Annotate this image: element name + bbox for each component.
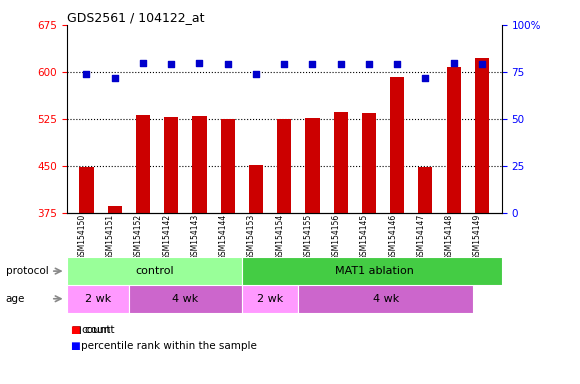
Bar [164, 117, 178, 384]
Bar [475, 58, 489, 384]
Point [421, 74, 430, 81]
Text: GSM154145: GSM154145 [360, 214, 369, 260]
Bar [306, 118, 320, 384]
Bar [220, 119, 235, 384]
Text: age: age [6, 294, 25, 304]
Text: GSM154155: GSM154155 [303, 214, 313, 260]
Text: 4 wk: 4 wk [373, 294, 399, 304]
Point [195, 60, 204, 66]
Text: GSM154156: GSM154156 [332, 214, 340, 260]
Bar [136, 115, 150, 384]
Point [82, 71, 91, 77]
Bar [108, 205, 122, 384]
Bar [362, 113, 376, 384]
Point [223, 61, 233, 68]
Bar [334, 111, 348, 384]
Text: GSM154142: GSM154142 [162, 214, 171, 260]
Text: GSM154149: GSM154149 [473, 214, 482, 260]
Point [138, 60, 147, 66]
Bar [242, 285, 298, 313]
Text: GSM154148: GSM154148 [445, 214, 454, 260]
Point [251, 71, 260, 77]
Text: GSM154150: GSM154150 [78, 214, 86, 260]
Text: GSM154152: GSM154152 [134, 214, 143, 260]
Bar [298, 285, 473, 313]
Text: 2 wk: 2 wk [85, 294, 111, 304]
Point [110, 74, 119, 81]
Bar [242, 257, 502, 285]
Bar [277, 119, 291, 384]
Point [280, 61, 289, 68]
Text: GSM154146: GSM154146 [388, 214, 397, 260]
Text: 4 wk: 4 wk [172, 294, 198, 304]
Point [393, 61, 402, 68]
Point [336, 61, 345, 68]
Point [166, 61, 176, 68]
Bar [67, 257, 242, 285]
Bar [67, 285, 129, 313]
Bar [249, 165, 263, 384]
Text: protocol: protocol [6, 266, 49, 276]
Text: ■ count: ■ count [72, 325, 115, 335]
Text: MAT1 ablation: MAT1 ablation [335, 266, 414, 276]
Text: GSM154147: GSM154147 [416, 214, 426, 260]
Point [364, 61, 374, 68]
Text: GSM154154: GSM154154 [275, 214, 284, 260]
Text: GSM154151: GSM154151 [106, 214, 115, 260]
Point [449, 60, 458, 66]
Text: GDS2561 / 104122_at: GDS2561 / 104122_at [67, 11, 204, 24]
Bar [390, 77, 404, 384]
Text: control: control [135, 266, 173, 276]
Text: ■: ■ [70, 325, 79, 335]
Text: percentile rank within the sample: percentile rank within the sample [81, 341, 257, 351]
Bar [79, 167, 93, 384]
Text: count: count [81, 325, 111, 335]
Bar [418, 167, 433, 384]
Point [308, 61, 317, 68]
Text: GSM154143: GSM154143 [190, 214, 200, 260]
Bar [193, 116, 206, 384]
Bar [447, 67, 461, 384]
Text: ■: ■ [70, 341, 79, 351]
Point [477, 61, 487, 68]
Text: 2 wk: 2 wk [257, 294, 283, 304]
Text: GSM154153: GSM154153 [247, 214, 256, 260]
Text: GSM154144: GSM154144 [219, 214, 228, 260]
Bar [129, 285, 242, 313]
